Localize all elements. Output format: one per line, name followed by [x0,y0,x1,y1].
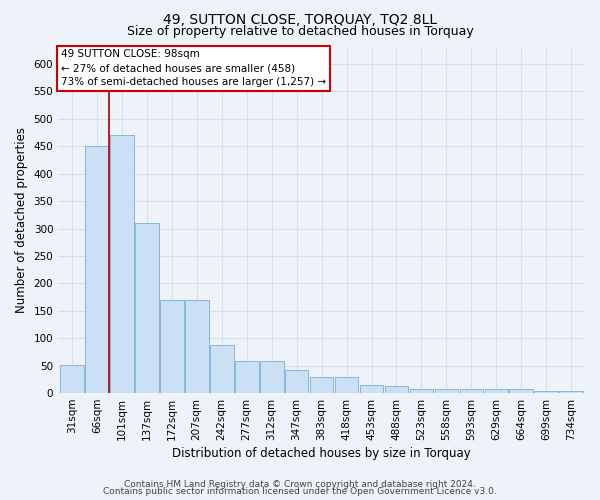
Text: 49 SUTTON CLOSE: 98sqm
← 27% of detached houses are smaller (458)
73% of semi-de: 49 SUTTON CLOSE: 98sqm ← 27% of detached… [61,49,326,87]
Bar [485,389,508,393]
Bar [285,370,308,393]
X-axis label: Distribution of detached houses by size in Torquay: Distribution of detached houses by size … [172,447,471,460]
Bar [260,362,284,393]
Bar [535,391,558,393]
Bar [110,136,134,393]
Bar [559,391,583,393]
Text: Size of property relative to detached houses in Torquay: Size of property relative to detached ho… [127,25,473,38]
Text: Contains public sector information licensed under the Open Government Licence v3: Contains public sector information licen… [103,488,497,496]
Bar [410,388,433,393]
Bar [359,386,383,393]
Bar [60,364,84,393]
Bar [210,345,233,393]
Bar [235,362,259,393]
Bar [185,300,209,393]
Bar [335,376,358,393]
Bar [160,300,184,393]
Text: 49, SUTTON CLOSE, TORQUAY, TQ2 8LL: 49, SUTTON CLOSE, TORQUAY, TQ2 8LL [163,12,437,26]
Bar [509,389,533,393]
Y-axis label: Number of detached properties: Number of detached properties [15,128,28,314]
Bar [310,376,334,393]
Text: Contains HM Land Registry data © Crown copyright and database right 2024.: Contains HM Land Registry data © Crown c… [124,480,476,489]
Bar [460,388,483,393]
Bar [135,223,158,393]
Bar [85,146,109,393]
Bar [385,386,409,393]
Bar [434,388,458,393]
